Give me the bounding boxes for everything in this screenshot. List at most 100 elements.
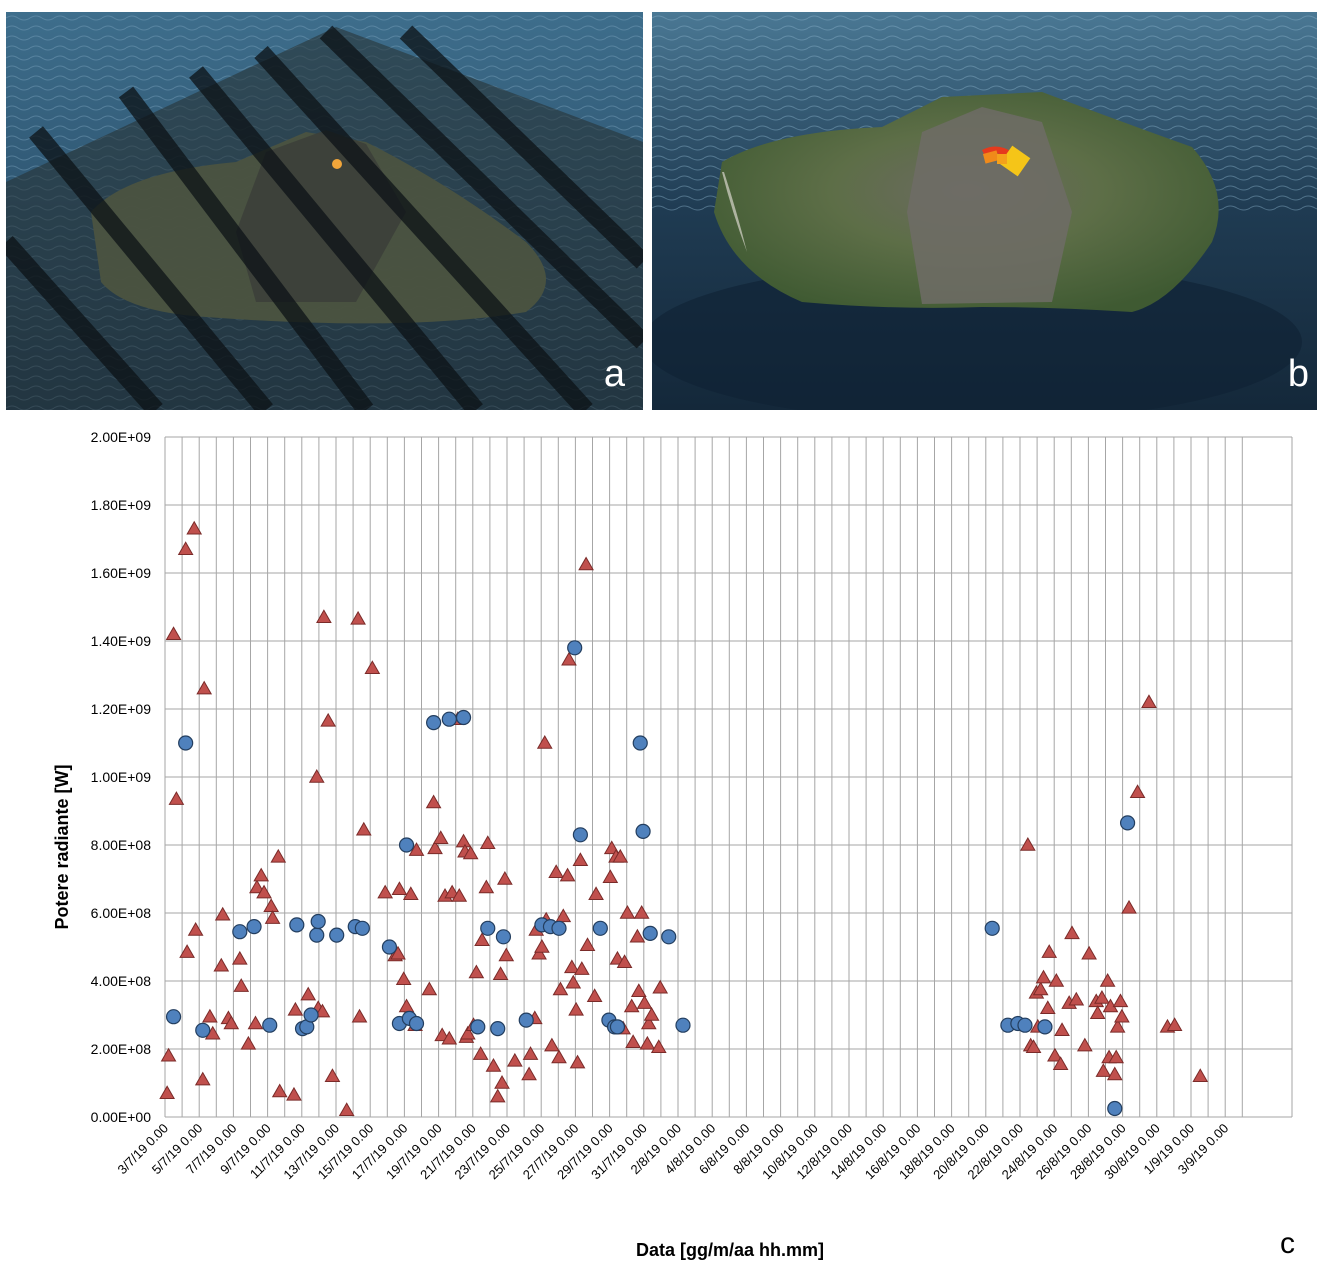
data-point-triangle xyxy=(650,1039,667,1054)
data-point-triangle xyxy=(1129,784,1146,799)
data-point-triangle xyxy=(316,609,332,623)
y-tick-label: 2.00E+09 xyxy=(91,429,152,445)
y-tick-label: 1.60E+09 xyxy=(91,565,152,581)
data-point-circle xyxy=(490,1020,506,1037)
data-point-circle xyxy=(262,1017,278,1033)
data-point-triangle xyxy=(1192,1068,1209,1082)
data-point-triangle xyxy=(536,734,553,749)
data-point-circle xyxy=(398,837,415,853)
hotspot-icon xyxy=(332,159,342,169)
panel-c-chart: 0.00E+00 2.00E+08 4.00E+08 6.00E+08 8.00E+08… xyxy=(0,410,1317,1271)
data-point-triangle xyxy=(1019,836,1036,851)
data-point-triangle xyxy=(186,520,203,535)
panel-a-label: a xyxy=(603,353,625,395)
data-point-circle xyxy=(165,1009,182,1025)
data-point-triangle xyxy=(1112,993,1129,1008)
data-point-triangle xyxy=(459,1025,476,1040)
y-tick-label: 1.20E+09 xyxy=(91,701,152,717)
data-point-circle xyxy=(178,735,194,751)
data-point-triangle xyxy=(263,898,280,912)
data-point-triangle xyxy=(187,921,204,936)
data-point-triangle xyxy=(432,830,449,844)
data-point-triangle xyxy=(202,1008,218,1023)
data-point-triangle xyxy=(497,870,513,885)
data-point-triangle xyxy=(633,904,650,919)
data-point-triangle xyxy=(559,867,576,882)
data-point-triangle xyxy=(586,988,603,1003)
panel-b-satellite-image: b xyxy=(652,12,1317,410)
data-point-circle xyxy=(567,640,583,656)
y-tick-label: 6.00E+08 xyxy=(91,905,152,921)
panel-a-satellite-image: a xyxy=(6,12,643,410)
data-point-triangle xyxy=(623,998,640,1013)
data-point-triangle xyxy=(640,1015,657,1030)
data-point-triangle xyxy=(253,867,270,882)
data-point-triangle xyxy=(462,845,479,860)
data-point-triangle xyxy=(1025,1039,1042,1054)
data-point-triangle xyxy=(534,938,550,953)
data-point-triangle xyxy=(179,944,195,958)
data-point-circle xyxy=(232,924,248,940)
data-point-triangle xyxy=(391,881,408,895)
data-point-circle xyxy=(592,920,608,936)
data-point-triangle xyxy=(506,1052,523,1067)
data-point-triangle xyxy=(1041,944,1058,958)
data-point-triangle xyxy=(636,995,653,1009)
data-point-circle xyxy=(675,1017,691,1033)
data-point-triangle xyxy=(286,1086,302,1101)
data-point-triangle xyxy=(1114,1008,1130,1023)
data-point-triangle xyxy=(287,1001,304,1016)
data-point-circle xyxy=(1119,815,1136,831)
data-point-triangle xyxy=(427,840,443,855)
panel-a-image xyxy=(6,12,643,410)
data-point-triangle xyxy=(214,906,231,921)
data-point-triangle xyxy=(300,986,317,1001)
data-point-triangle xyxy=(552,981,569,996)
data-point-triangle xyxy=(1106,1066,1123,1081)
data-point-circle xyxy=(426,715,442,731)
data-point-triangle xyxy=(194,1071,211,1086)
data-point-triangle xyxy=(1052,1056,1069,1071)
data-point-triangle xyxy=(324,1068,341,1082)
data-point-triangle xyxy=(390,945,406,960)
data-point-triangle xyxy=(223,1015,240,1030)
data-point-triangle xyxy=(572,852,589,867)
data-point-triangle xyxy=(1054,1022,1070,1037)
data-point-triangle xyxy=(377,884,394,899)
data-point-triangle xyxy=(271,1083,288,1098)
data-point-circle xyxy=(480,920,496,936)
data-point-triangle xyxy=(468,964,485,979)
data-point-triangle xyxy=(489,1088,506,1103)
data-point-triangle xyxy=(402,886,419,901)
triangle-series xyxy=(159,520,1209,1116)
data-point-circle xyxy=(635,823,651,839)
y-tick-label: 0.00E+00 xyxy=(91,1109,152,1125)
data-point-triangle xyxy=(568,1001,584,1016)
data-point-triangle xyxy=(578,556,594,571)
data-point-circle xyxy=(518,1012,534,1028)
data-point-circle xyxy=(354,920,370,936)
data-point-circle xyxy=(329,927,345,943)
y-tick-label: 1.40E+09 xyxy=(91,633,152,649)
data-point-triangle xyxy=(616,954,633,969)
data-point-triangle xyxy=(1166,1017,1183,1031)
data-point-triangle xyxy=(639,1035,656,1050)
data-point-circle xyxy=(1107,1100,1123,1117)
data-point-circle xyxy=(551,920,567,936)
data-point-triangle xyxy=(563,959,580,974)
data-point-triangle xyxy=(177,541,194,555)
data-point-triangle xyxy=(1094,989,1110,1004)
panel-b-label: b xyxy=(1287,353,1309,395)
data-point-triangle xyxy=(561,651,577,666)
data-point-triangle xyxy=(425,794,442,809)
data-point-triangle xyxy=(320,712,337,727)
data-point-circle xyxy=(642,925,658,942)
data-point-triangle xyxy=(498,947,515,962)
x-axis-ticks: 3/7/19 0.005/7/19 0.007/7/19 0.009/7/19 … xyxy=(115,1121,1232,1183)
data-point-triangle xyxy=(264,910,281,924)
data-point-triangle xyxy=(398,998,415,1013)
data-point-triangle xyxy=(1035,969,1052,984)
data-point-circle xyxy=(455,709,472,726)
data-point-triangle xyxy=(240,1035,257,1050)
data-point-triangle xyxy=(256,884,272,899)
